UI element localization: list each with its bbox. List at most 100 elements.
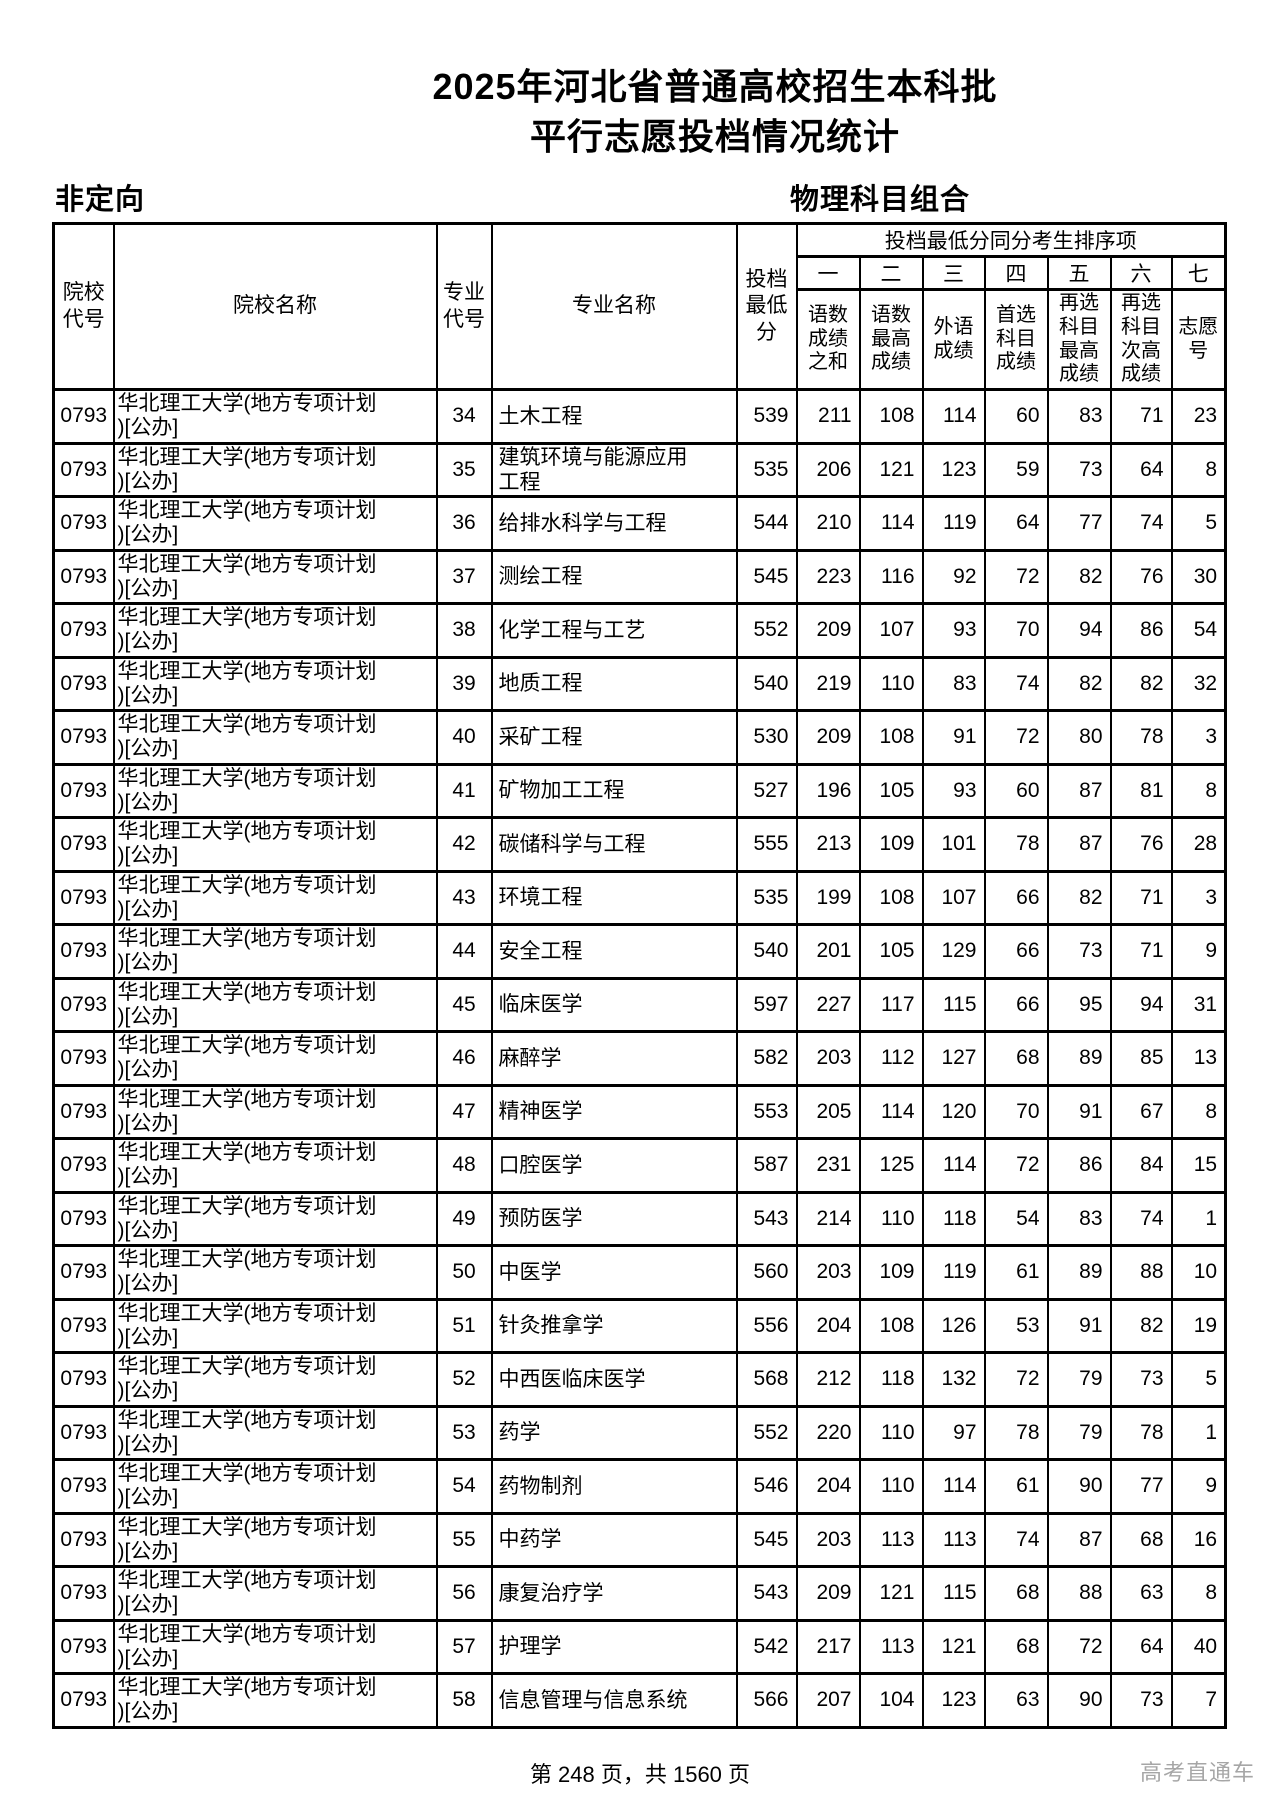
tiebreak-1-cell: 203 bbox=[795, 1511, 861, 1568]
table-row: 0793 华北理工大学(地方专项计划 )[公办] 56 康复治疗学 543 209 121 1… bbox=[52, 1565, 1227, 1622]
table-row: 0793 华北理工大学(地方专项计划 )[公办] 47 精神医学 553 205 114 12… bbox=[52, 1083, 1227, 1140]
college-name-cell: 华北理工大学(地方专项计划 )[公办] bbox=[112, 1297, 438, 1354]
major-name-cell: 临床医学 bbox=[490, 976, 738, 1033]
tiebreak-3-cell: 93 bbox=[921, 762, 986, 819]
tiebreak-3-cell: 114 bbox=[921, 1458, 986, 1515]
tiebreak-6-cell: 78 bbox=[1109, 709, 1173, 766]
major-code-cell: 42 bbox=[435, 816, 493, 873]
min-score-cell: 566 bbox=[735, 1672, 798, 1729]
tiebreak-3-cell: 129 bbox=[921, 923, 986, 980]
header-row-main: 院校 代号 院校名称 专业 代号 专业名称 投档 最低 分 投档最低分同分考生排… bbox=[52, 222, 1227, 391]
wish-number-cell: 19 bbox=[1170, 1297, 1227, 1354]
college-code-cell: 0793 bbox=[52, 816, 115, 873]
min-score-cell: 539 bbox=[735, 388, 798, 445]
tiebreak-2-cell: 109 bbox=[858, 1244, 924, 1301]
wish-number-cell: 23 bbox=[1170, 388, 1227, 445]
tiebreak-5-cell: 82 bbox=[1046, 869, 1112, 926]
college-code-cell: 0793 bbox=[52, 655, 115, 712]
tiebreak-5-cell: 79 bbox=[1046, 1404, 1112, 1461]
college-code-cell: 0793 bbox=[52, 548, 115, 605]
tiebreak-6-cell: 67 bbox=[1109, 1083, 1173, 1140]
min-score-cell: 556 bbox=[735, 1297, 798, 1354]
major-code-cell: 43 bbox=[435, 869, 493, 926]
college-code-cell: 0793 bbox=[52, 388, 115, 445]
college-name-cell: 华北理工大学(地方专项计划 )[公办] bbox=[112, 923, 438, 980]
college-name-cell: 华北理工大学(地方专项计划 )[公办] bbox=[112, 709, 438, 766]
header-major-name: 专业名称 bbox=[490, 222, 738, 391]
college-code-cell: 0793 bbox=[52, 1351, 115, 1408]
wish-number-cell: 15 bbox=[1170, 1137, 1227, 1194]
tiebreak-6-cell: 77 bbox=[1109, 1458, 1173, 1515]
tiebreak-4-cell: 72 bbox=[983, 1137, 1049, 1194]
wish-number-cell: 1 bbox=[1170, 1190, 1227, 1247]
major-code-cell: 50 bbox=[435, 1244, 493, 1301]
header-major-code: 专业 代号 bbox=[435, 222, 493, 391]
college-code-cell: 0793 bbox=[52, 709, 115, 766]
major-name-cell: 康复治疗学 bbox=[490, 1565, 738, 1622]
tiebreak-4-cell: 66 bbox=[983, 923, 1049, 980]
tiebreak-4-cell: 66 bbox=[983, 976, 1049, 1033]
tiebreak-1-cell: 211 bbox=[795, 388, 861, 445]
tiebreak-3-cell: 97 bbox=[921, 1404, 986, 1461]
tiebreak-1-cell: 209 bbox=[795, 602, 861, 659]
tiebreak-2-cell: 108 bbox=[858, 388, 924, 445]
college-name-cell: 华北理工大学(地方专项计划 )[公办] bbox=[112, 1618, 438, 1675]
tiebreak-6-cell: 68 bbox=[1109, 1511, 1173, 1568]
wish-number-cell: 32 bbox=[1170, 655, 1227, 712]
tiebreak-5-cell: 80 bbox=[1046, 709, 1112, 766]
tiebreak-3-cell: 101 bbox=[921, 816, 986, 873]
tiebreak-sublabel: 语数 最高 成绩 bbox=[858, 288, 924, 391]
major-name-cell: 中医学 bbox=[490, 1244, 738, 1301]
college-code-cell: 0793 bbox=[52, 602, 115, 659]
tiebreak-4-cell: 72 bbox=[983, 709, 1049, 766]
college-name-cell: 华北理工大学(地方专项计划 )[公办] bbox=[112, 441, 438, 498]
tiebreak-1-cell: 204 bbox=[795, 1297, 861, 1354]
tiebreak-2-cell: 121 bbox=[858, 441, 924, 498]
major-code-cell: 52 bbox=[435, 1351, 493, 1408]
tiebreak-5-cell: 82 bbox=[1046, 655, 1112, 712]
tiebreak-numeral: 六 bbox=[1109, 255, 1173, 291]
wish-number-cell: 9 bbox=[1170, 1458, 1227, 1515]
tiebreak-numeral: 四 bbox=[983, 255, 1049, 291]
tiebreak-4-cell: 66 bbox=[983, 869, 1049, 926]
tiebreak-numeral: 七 bbox=[1170, 255, 1227, 291]
page-title-line1: 2025年河北省普通高校招生本科批 bbox=[432, 66, 998, 107]
tiebreak-1-cell: 199 bbox=[795, 869, 861, 926]
tiebreak-5-cell: 73 bbox=[1046, 441, 1112, 498]
tiebreak-5-cell: 88 bbox=[1046, 1565, 1112, 1622]
major-code-cell: 47 bbox=[435, 1083, 493, 1140]
tiebreak-4-cell: 64 bbox=[983, 495, 1049, 552]
tiebreak-5-cell: 90 bbox=[1046, 1458, 1112, 1515]
tiebreak-1-cell: 231 bbox=[795, 1137, 861, 1194]
college-name-cell: 华北理工大学(地方专项计划 )[公办] bbox=[112, 1458, 438, 1515]
tiebreak-6-cell: 64 bbox=[1109, 441, 1173, 498]
table-row: 0793 华北理工大学(地方专项计划 )[公办] 55 中药学 545 203 113 113… bbox=[52, 1511, 1227, 1568]
tiebreak-5-cell: 87 bbox=[1046, 1511, 1112, 1568]
min-score-cell: 587 bbox=[735, 1137, 798, 1194]
tiebreak-1-cell: 219 bbox=[795, 655, 861, 712]
tiebreak-6-cell: 63 bbox=[1109, 1565, 1173, 1622]
tiebreak-6-cell: 81 bbox=[1109, 762, 1173, 819]
tiebreak-3-cell: 115 bbox=[921, 1565, 986, 1622]
major-code-cell: 41 bbox=[435, 762, 493, 819]
tiebreak-1-cell: 209 bbox=[795, 1565, 861, 1622]
tiebreak-2-cell: 105 bbox=[858, 923, 924, 980]
major-name-cell: 麻醉学 bbox=[490, 1030, 738, 1087]
tiebreak-3-cell: 115 bbox=[921, 976, 986, 1033]
wish-number-cell: 8 bbox=[1170, 1565, 1227, 1622]
tiebreak-6-cell: 74 bbox=[1109, 1190, 1173, 1247]
tiebreak-5-cell: 91 bbox=[1046, 1297, 1112, 1354]
tiebreak-6-cell: 94 bbox=[1109, 976, 1173, 1033]
college-name-cell: 华北理工大学(地方专项计划 )[公办] bbox=[112, 495, 438, 552]
college-code-cell: 0793 bbox=[52, 441, 115, 498]
admission-table: 院校 代号 院校名称 专业 代号 专业名称 投档 最低 分 投档最低分同分考生排… bbox=[52, 222, 1228, 1729]
wish-number-cell: 5 bbox=[1170, 495, 1227, 552]
tiebreak-1-cell: 209 bbox=[795, 709, 861, 766]
header-college-code: 院校 代号 bbox=[52, 222, 115, 391]
table-row: 0793 华北理工大学(地方专项计划 )[公办] 40 采矿工程 530 209 108 91… bbox=[52, 709, 1227, 766]
tiebreak-5-cell: 73 bbox=[1046, 923, 1112, 980]
table-row: 0793 华北理工大学(地方专项计划 )[公办] 48 口腔医学 587 231 125 11… bbox=[52, 1137, 1227, 1194]
table-row: 0793 华北理工大学(地方专项计划 )[公办] 51 针灸推拿学 556 204 108 1… bbox=[52, 1297, 1227, 1354]
college-code-cell: 0793 bbox=[52, 1244, 115, 1301]
tiebreak-6-cell: 85 bbox=[1109, 1030, 1173, 1087]
